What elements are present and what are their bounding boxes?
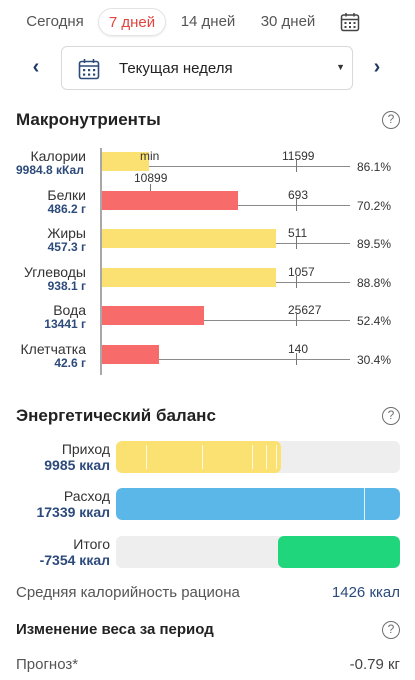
forecast-label: Прогноз* (16, 656, 79, 673)
energy-label: Приход (61, 441, 110, 457)
macro-row: Белки 486.2 г 693 70.2% (0, 185, 415, 223)
macro-min-label: min (140, 149, 160, 163)
energy-value: 17339 ккал (36, 504, 110, 520)
energy-fill (278, 536, 400, 568)
macros-axis (100, 148, 102, 375)
energy-segment-separator (252, 445, 253, 469)
macro-bar (102, 229, 276, 248)
chevron-left-icon[interactable]: ‹ (32, 56, 40, 78)
avg-calorie-value: 1426 ккал (331, 584, 400, 601)
macro-target-line (102, 358, 350, 360)
forecast-value: -0.79 кг (349, 656, 400, 673)
macro-name: Калории (30, 148, 86, 164)
macro-percent: 52.4% (357, 314, 392, 328)
macro-target-tick (296, 160, 297, 172)
energy-track (116, 441, 400, 473)
macro-value: 42.6 г (54, 355, 86, 370)
energy-row: Расход 17339 ккал (0, 488, 415, 524)
macro-percent: 88.8% (357, 275, 392, 290)
macro-target: 11599 (282, 149, 315, 163)
macro-target: 693 (288, 187, 309, 202)
tab-14-days[interactable]: 14 дней (180, 13, 236, 30)
energy-value: 9985 ккал (44, 457, 110, 473)
period-tabs: Сегодня 7 дней 14 дней 30 дней (0, 8, 415, 36)
macro-percent: 89.5% (357, 237, 392, 251)
tab-30-days[interactable]: 30 дней (260, 13, 316, 30)
macro-row: Калории 9984.8 кКал 11599 86.1% min 10899 (0, 146, 415, 194)
weight-help-icon[interactable]: ? (382, 621, 400, 639)
period-navigation: ‹ Текущая неделя ▼ › (0, 46, 415, 90)
macro-target-tick (296, 352, 297, 365)
macro-bar (102, 152, 149, 171)
macro-value: 486.2 г (47, 201, 86, 216)
energy-segment-separator (266, 445, 267, 469)
macro-target: 25627 (288, 303, 322, 317)
macro-percent: 70.2% (357, 198, 392, 213)
energy-segment-separator (276, 445, 277, 469)
macro-min-value: 10899 (134, 171, 168, 185)
macro-bar (102, 190, 238, 210)
tab-7-days[interactable]: 7 дней (98, 8, 166, 36)
energy-label: Итого (73, 536, 110, 552)
macro-value: 13441 г (44, 317, 86, 331)
chevron-right-icon[interactable]: › (373, 56, 381, 78)
energy-help-icon[interactable]: ? (382, 407, 400, 425)
period-select-label: Текущая неделя (119, 60, 233, 77)
energy-segment-separator (202, 445, 203, 469)
energy-segment-separator (146, 445, 147, 469)
avg-calorie-label: Средняя калорийность рациона (16, 584, 240, 601)
avg-calorie-row: Средняя калорийность рациона 1426 ккал (16, 584, 400, 604)
macro-target-tick (296, 237, 297, 249)
macro-target: 1057 (288, 264, 315, 279)
energy-row: Приход 9985 ккал (0, 441, 415, 477)
macros-title: Макронутриенты (16, 110, 161, 129)
energy-title: Энергетический баланс (16, 406, 216, 425)
macro-target-line (102, 166, 350, 167)
energy-track (116, 488, 400, 520)
macro-percent: 86.1% (357, 160, 392, 174)
period-select[interactable]: Текущая неделя ▼ (61, 46, 353, 90)
macro-name: Жиры (47, 225, 86, 241)
macro-bar (102, 306, 204, 325)
macro-target: 511 (288, 226, 308, 240)
macro-name: Вода (53, 302, 86, 318)
macro-value: 9984.8 кКал (16, 163, 84, 177)
macro-value: 938.1 г (47, 278, 86, 293)
forecast-row: Прогноз* -0.79 кг (16, 656, 400, 676)
macro-target-tick (296, 314, 297, 326)
energy-label: Расход (63, 488, 110, 504)
macro-target-line (102, 320, 350, 321)
macro-target-tick (296, 198, 297, 211)
energy-fill (116, 488, 400, 520)
calendar-icon[interactable] (340, 12, 360, 32)
macro-percent: 30.4% (357, 352, 392, 367)
macro-target: 140 (288, 341, 309, 356)
macro-bar (102, 267, 276, 287)
macro-target-tick (296, 275, 297, 288)
macro-value: 457.3 г (47, 240, 86, 254)
calendar-icon (78, 59, 100, 80)
caret-down-icon: ▼ (336, 62, 345, 72)
energy-row: Итого -7354 ккал (0, 536, 415, 572)
macros-help-icon[interactable]: ? (382, 111, 400, 129)
macro-bar (102, 344, 159, 364)
macro-row: Углеводы 938.1 г 1057 88.8% (0, 262, 415, 300)
weight-change-title: Изменение веса за период (16, 621, 214, 638)
macro-name: Углеводы (23, 263, 86, 280)
energy-fill (116, 441, 281, 473)
energy-track (116, 536, 400, 568)
macro-min-tick (150, 184, 151, 194)
macro-row: Клетчатка 42.6 г 140 30.4% (0, 339, 415, 377)
energy-segment-separator (364, 488, 365, 520)
macro-name: Белки (47, 186, 86, 203)
macro-name: Клетчатка (20, 340, 86, 357)
macro-row: Вода 13441 г 25627 52.4% (0, 300, 415, 338)
energy-value: -7354 ккал (39, 552, 110, 568)
tab-today[interactable]: Сегодня (26, 13, 84, 30)
macro-row: Жиры 457.3 г 511 89.5% (0, 223, 415, 261)
